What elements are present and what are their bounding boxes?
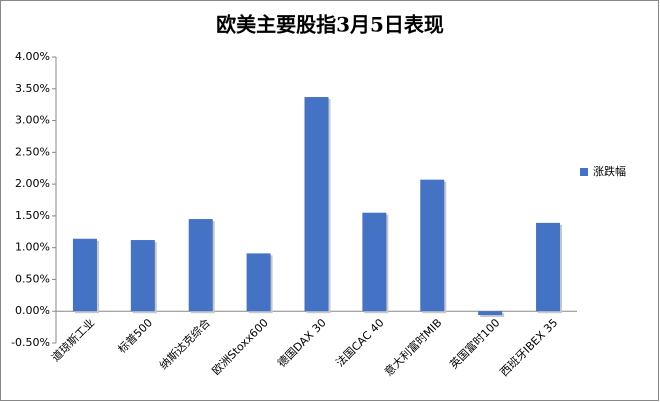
bar [188, 219, 213, 312]
y-tick-label: 2.00% [15, 177, 50, 190]
y-tick-label: 0.00% [15, 304, 50, 317]
y-tick-label: 1.50% [15, 209, 50, 222]
bar [304, 97, 329, 312]
bar [420, 179, 445, 312]
bar [246, 253, 271, 312]
y-tick-label: 3.50% [15, 82, 50, 95]
bar [478, 311, 503, 316]
bar [72, 238, 97, 312]
legend-swatch [580, 168, 588, 176]
chart-title: 欧美主要股指3月5日表现 [216, 13, 444, 37]
bar [536, 222, 561, 312]
y-tick-label: 3.00% [15, 114, 50, 127]
y-tick-label: 1.00% [15, 241, 50, 254]
y-tick-label: 0.50% [15, 272, 50, 285]
legend-label: 涨跌幅 [593, 164, 626, 178]
bar [130, 240, 155, 312]
y-tick-label: 4.00% [15, 50, 50, 63]
bar [362, 212, 387, 312]
y-tick-label: -0.50% [11, 336, 50, 349]
bar-shadow [480, 313, 505, 318]
y-tick-label: 2.50% [15, 145, 50, 158]
